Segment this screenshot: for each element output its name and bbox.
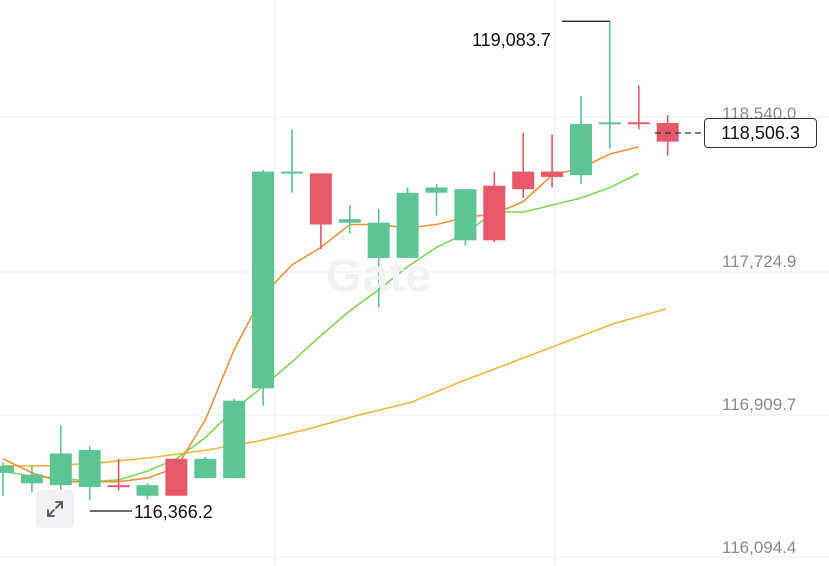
high-annotation: 119,083.7	[472, 30, 551, 50]
ma-long-line	[3, 308, 667, 467]
candle-body-13	[367, 222, 390, 258]
candle-body-10	[281, 171, 303, 174]
candle-body-14	[396, 192, 419, 258]
candle-body-21	[598, 122, 621, 125]
candle-body-20	[570, 124, 592, 176]
candle-body-11	[309, 173, 332, 225]
candle-body-17	[483, 185, 506, 241]
candle-body-18	[512, 171, 535, 190]
y-axis-label-3: 116,909.7	[722, 395, 797, 414]
candle-body-7	[194, 458, 217, 479]
candle-body-8	[223, 400, 246, 479]
candle-body-1	[20, 474, 43, 484]
candle-body-22	[627, 122, 650, 125]
candle-body-0	[0, 465, 14, 473]
candle-body-3	[78, 449, 101, 487]
last-price-tag: 118,506.3	[704, 118, 817, 148]
y-axis-label-4: 116,094.4	[722, 538, 797, 557]
expand-arrows-icon	[47, 501, 63, 517]
gate-watermark: Gate	[326, 249, 433, 301]
candle-body-19	[541, 171, 564, 177]
candle-body-2	[49, 453, 72, 486]
candle-body-6	[165, 458, 188, 496]
candle-body-16	[454, 189, 477, 241]
candle-body-4	[107, 485, 130, 488]
candle-body-23	[656, 122, 679, 142]
candle-body-5	[136, 485, 159, 496]
candle-body-9	[252, 171, 275, 389]
candle-body-12	[338, 219, 361, 223]
expand-button[interactable]	[36, 490, 74, 528]
ma-mid-line	[2, 172, 640, 483]
candle-body-15	[425, 187, 448, 193]
y-axis-label-2: 117,724.9	[722, 252, 797, 271]
low-annotation: 116,366.2	[134, 502, 213, 522]
